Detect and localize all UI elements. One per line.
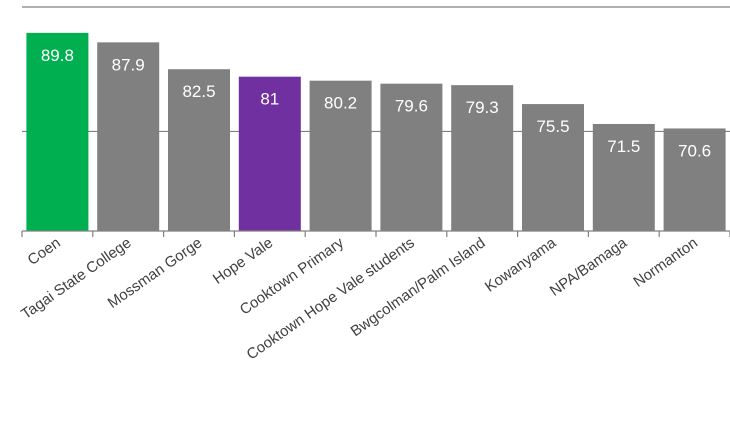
bar-3 [238, 76, 301, 231]
data-label-5: 79.6 [395, 97, 428, 116]
data-label-6: 79.3 [466, 98, 499, 117]
bar-0 [26, 32, 89, 231]
bar-2 [168, 69, 230, 231]
category-label-9: Normanton [630, 234, 701, 290]
data-label-9: 70.6 [678, 141, 711, 160]
data-label-3: 81 [260, 90, 279, 109]
category-label-0: Coen [25, 234, 64, 268]
x-axis [21, 230, 730, 237]
data-label-2: 82.5 [182, 82, 215, 101]
data-label-0: 89.8 [41, 46, 74, 65]
data-label-1: 87.9 [112, 55, 145, 74]
category-label-8: NPA/Bamaga [547, 234, 631, 300]
bar-4 [309, 80, 372, 231]
data-label-7: 75.5 [536, 117, 569, 136]
bar-5 [380, 83, 443, 231]
bars [26, 32, 726, 231]
data-label-8: 71.5 [607, 137, 640, 156]
bar-8 [592, 123, 655, 231]
data-labels: 89.8 87.9 82.5 81 80.2 79.6 79.3 75.5 71.5 70.6 [41, 46, 711, 161]
category-label-3: Hope Vale [210, 234, 276, 287]
bar-9 [663, 128, 726, 231]
data-label-4: 80.2 [324, 94, 357, 113]
category-label-6: Bwgcolman/Palm Island [348, 234, 489, 340]
bar-6 [451, 85, 514, 231]
bar-1 [97, 42, 160, 231]
bar-7 [522, 104, 584, 231]
